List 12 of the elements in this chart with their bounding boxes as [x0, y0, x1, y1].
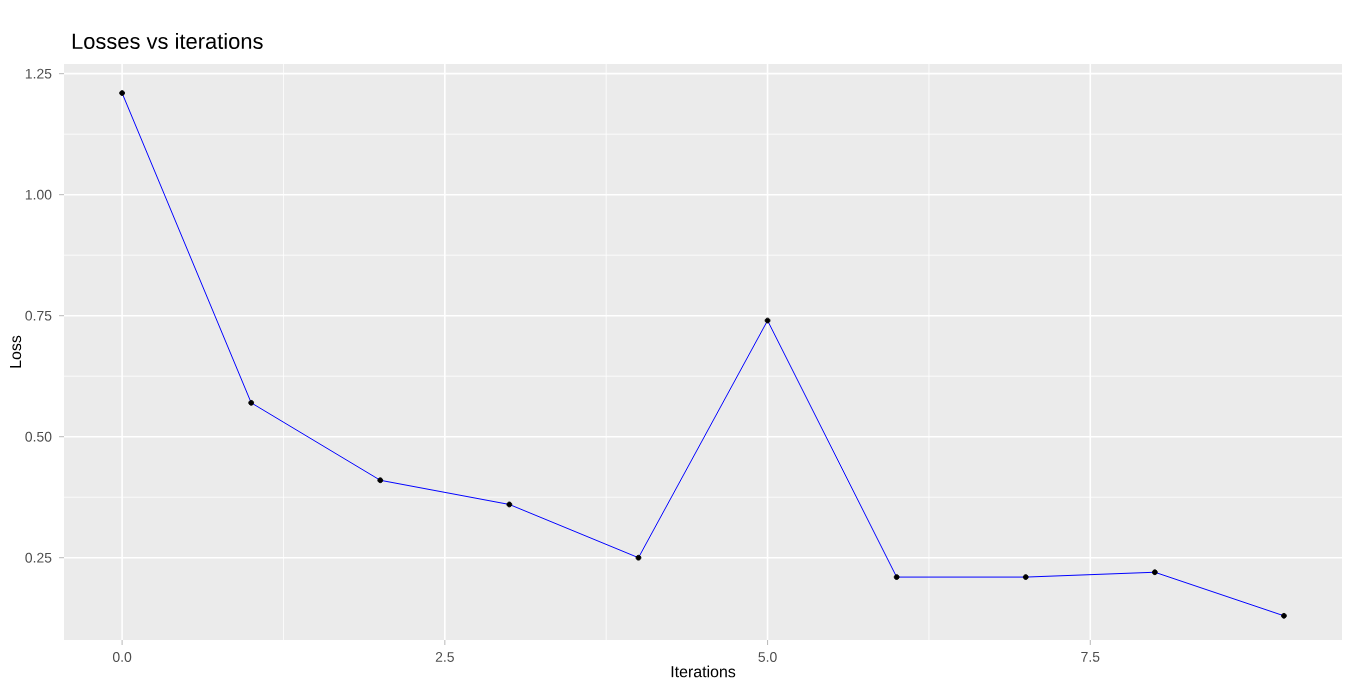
- line-series: [121, 92, 1285, 617]
- point: [119, 90, 125, 96]
- point: [248, 399, 255, 406]
- chart-title: Losses vs iterations: [72, 32, 263, 49]
- point: [635, 554, 642, 561]
- point: [377, 477, 384, 484]
- point: [764, 317, 771, 324]
- point: [1151, 569, 1158, 576]
- point: [893, 574, 900, 580]
- point: [1022, 574, 1029, 580]
- point: [1281, 612, 1287, 619]
- point: [506, 501, 513, 508]
